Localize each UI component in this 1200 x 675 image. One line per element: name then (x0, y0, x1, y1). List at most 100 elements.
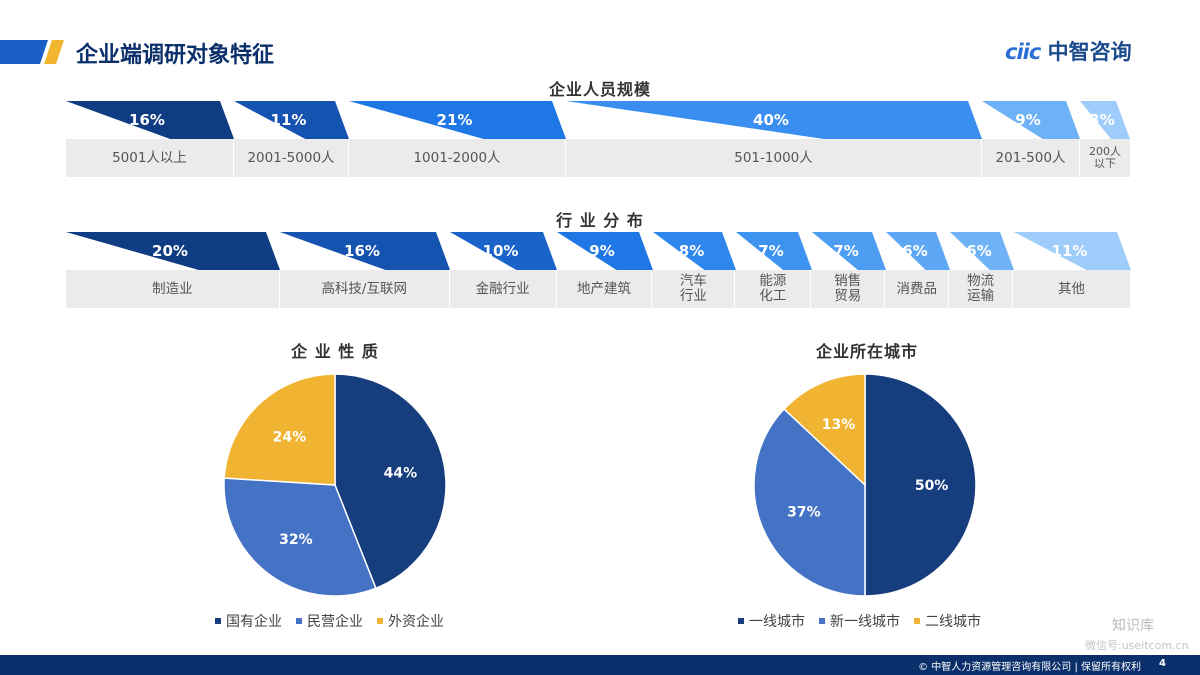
industry-bar-2 (450, 232, 557, 270)
industry-value-label-6: 7% (833, 242, 858, 260)
ownership-legend: 国有企业 民营企业 外资企业 (215, 611, 444, 631)
title-accent-stripes (0, 40, 64, 64)
industry-category-row: 制造业 高科技/互联网 金融行业 地产建筑 汽车 行业 能源 化工 销售 贸易 消费品 物流 运… (66, 270, 1130, 308)
ownership-legend-swatch-0 (215, 618, 221, 624)
industry-category-4: 汽车 行业 (652, 270, 736, 308)
ownership-legend-swatch-2 (377, 618, 383, 624)
logo-text: 中智咨询 (1047, 40, 1132, 64)
ownership-pie-chart: 44% 32% 24% (223, 373, 447, 597)
industry-value-label-5: 7% (758, 242, 783, 260)
city-legend-label-2: 二线城市 (925, 614, 981, 630)
industry-bar-5 (736, 232, 812, 270)
size-bar-4 (982, 101, 1080, 139)
size-value-label-4: 9% (1015, 111, 1040, 129)
watermark-account: 微信号:useitcom.cn (1085, 639, 1189, 652)
industry-category-1: 高科技/互联网 (280, 270, 450, 308)
ownership-slice-1 (223, 477, 377, 597)
size-category-0: 5001人以上 (66, 139, 234, 177)
size-bar-1 (234, 101, 349, 139)
size-section-title: 企业人员规模 (548, 80, 651, 99)
city-legend-swatch-2 (914, 618, 920, 624)
page-title: 企业端调研对象特征 (76, 43, 275, 68)
city-chart-title: 企业所在城市 (815, 342, 918, 361)
footer-page-number: 4 (1159, 658, 1166, 669)
footer-info: © 中智人力资源管理咨询有限公司 | 保留所有权利 4 (918, 658, 1166, 673)
size-category-5: 200人 以下 (1089, 145, 1121, 170)
city-slice-2 (783, 373, 866, 487)
industry-category-0: 制造业 (66, 270, 280, 308)
industry-value-label-3: 9% (589, 242, 614, 260)
industry-value-label-1: 16% (344, 242, 380, 260)
industry-value-label-4: 8% (679, 242, 704, 260)
industry-category-3: 地产建筑 (557, 270, 653, 308)
size-bar-strip: 16% 11% 21% 40% 9% 3% (66, 101, 1130, 139)
size-value-label-1: 11% (271, 111, 307, 129)
industry-value-label-2: 10% (483, 242, 519, 260)
industry-category-6: 销售 贸易 (811, 270, 886, 308)
industry-category-9: 其他 (1058, 280, 1086, 297)
industry-value-label-0: 20% (152, 242, 188, 260)
ownership-slice-2 (223, 373, 336, 486)
ownership-legend-label-2: 外资企业 (388, 614, 444, 630)
industry-bar-9 (1014, 232, 1131, 270)
industry-bar-strip: 20% 16% 10% 9% 8% 7% 7% 6% 6% 11% (66, 232, 1131, 270)
city-slice-label-1: 37% (787, 504, 821, 520)
city-slice-label-2: 13% (822, 417, 856, 433)
industry-bar-1 (280, 232, 450, 270)
logo-mark: ciic (1005, 40, 1041, 64)
ownership-legend-item-1: 民营企业 (296, 611, 363, 631)
size-category-1: 2001-5000人 (234, 139, 349, 177)
size-value-label-5: 3% (1089, 111, 1114, 129)
city-legend-label-0: 一线城市 (749, 614, 805, 630)
city-legend: 一线城市 新一线城市 二线城市 (738, 611, 981, 631)
size-category-2: 1001-2000人 (349, 139, 566, 177)
size-category-4: 201-500人 (982, 139, 1080, 177)
industry-bar-4 (653, 232, 736, 270)
ownership-legend-label-0: 国有企业 (226, 614, 282, 630)
company-logo: ciic 中智咨询 (1005, 36, 1132, 66)
size-value-label-2: 21% (437, 111, 473, 129)
size-category-row: 5001人以上 2001-5000人 1001-2000人 501-1000人 201-… (66, 139, 1130, 177)
size-bar-5 (1080, 101, 1130, 139)
size-bar-3 (566, 101, 982, 139)
industry-section-title: 行 业 分 布 (556, 211, 644, 230)
ownership-legend-item-2: 外资企业 (377, 611, 444, 631)
industry-category-7: 消费品 (885, 270, 950, 308)
ownership-slice-label-0: 44% (384, 466, 418, 482)
industry-value-label-8: 6% (966, 242, 991, 260)
ownership-slice-0 (334, 373, 447, 590)
size-value-label-3: 40% (753, 111, 789, 129)
industry-bar-8 (950, 232, 1014, 270)
city-pie-chart: 50% 37% 13% (753, 373, 977, 597)
industry-bar-7 (886, 232, 950, 270)
industry-bar-3 (557, 232, 653, 270)
city-slice-label-0: 50% (915, 478, 949, 494)
industry-value-label-7: 6% (902, 242, 927, 260)
industry-category-8: 物流 运输 (949, 270, 1014, 308)
industry-category-5: 能源 化工 (735, 270, 812, 308)
city-legend-item-1: 新一线城市 (819, 611, 900, 631)
industry-category-2: 金融行业 (450, 270, 557, 308)
watermark-brand: 知识库 (1112, 618, 1154, 634)
ownership-chart-title: 企 业 性 质 (291, 342, 379, 361)
footer-bar (0, 655, 1200, 675)
ownership-slice-label-2: 24% (273, 429, 307, 445)
industry-value-label-9: 11% (1052, 242, 1088, 260)
footer-copyright: © 中智人力资源管理咨询有限公司 | 保留所有权利 (918, 662, 1142, 673)
size-bar-2 (349, 101, 566, 139)
ownership-legend-item-0: 国有企业 (215, 611, 282, 631)
ownership-legend-label-1: 民营企业 (307, 614, 363, 630)
city-legend-swatch-0 (738, 618, 744, 624)
size-bar-0 (66, 101, 234, 139)
ownership-legend-swatch-1 (296, 618, 302, 624)
city-legend-item-2: 二线城市 (914, 611, 981, 631)
city-legend-label-1: 新一线城市 (830, 614, 900, 630)
city-slice-1 (753, 407, 866, 597)
city-legend-item-0: 一线城市 (738, 611, 805, 631)
city-legend-swatch-1 (819, 618, 825, 624)
size-value-label-0: 16% (129, 111, 165, 129)
industry-bar-0 (66, 232, 280, 270)
city-slice-0 (864, 373, 977, 597)
ownership-slice-label-1: 32% (279, 532, 313, 548)
size-category-3: 501-1000人 (566, 139, 982, 177)
